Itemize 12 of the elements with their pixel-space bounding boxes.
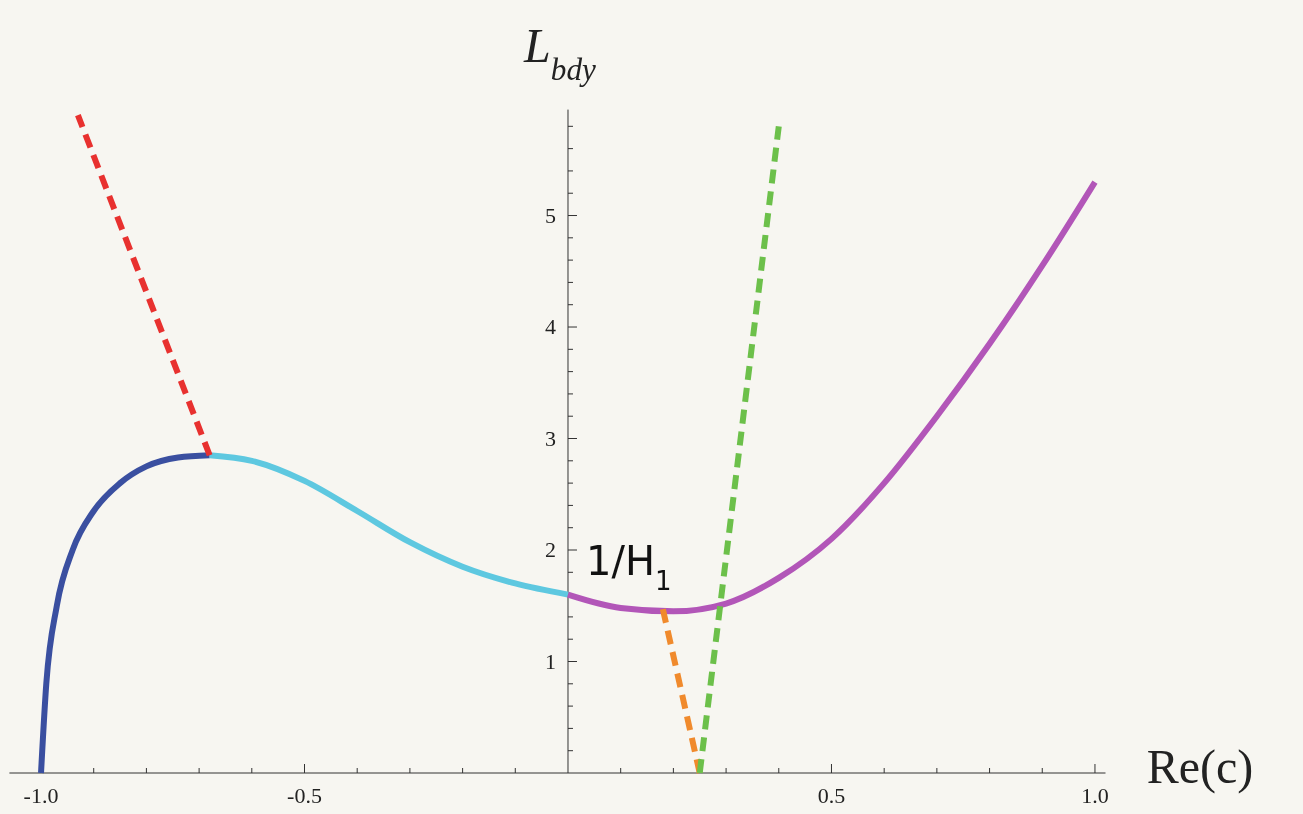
y-axis-title: L$_{bdy}$ bbox=[523, 19, 597, 87]
y-tick-label: 1 bbox=[544, 648, 556, 674]
x-tick-label: -1.0 bbox=[23, 783, 59, 808]
y-tick-label: 4 bbox=[544, 314, 556, 340]
x-axis-title: Re(c) bbox=[1146, 740, 1254, 794]
x-tick-label: 0.5 bbox=[817, 783, 846, 808]
annotation: 1/H$_{1}$ bbox=[585, 537, 672, 596]
y-tick-label: 3 bbox=[544, 425, 556, 451]
x-tick-label: 1.0 bbox=[1081, 783, 1109, 808]
y-tick-label: 2 bbox=[544, 537, 556, 563]
y-tick-label: 5 bbox=[544, 202, 556, 228]
x-tick-label: -0.5 bbox=[287, 783, 322, 808]
